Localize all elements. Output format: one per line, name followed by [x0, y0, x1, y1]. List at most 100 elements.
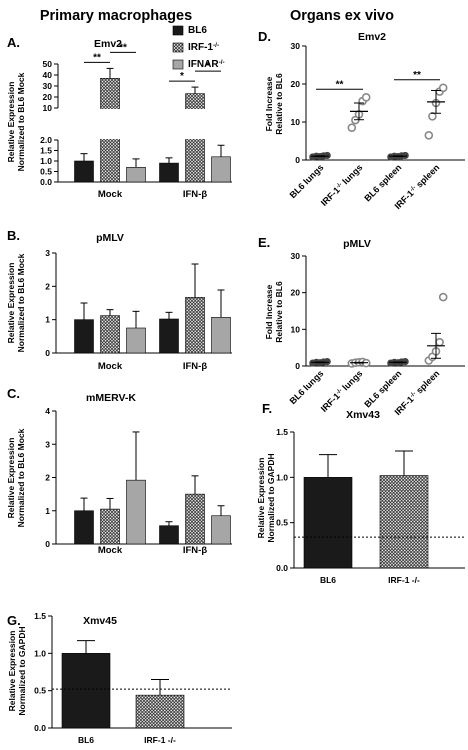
y-tick-label: 1.5 [40, 146, 52, 156]
panel-letter: C. [7, 386, 20, 401]
y-tick-label: 10 [291, 324, 301, 334]
y-tick-label: 3 [45, 248, 50, 258]
y-tick-label: 2.0 [40, 135, 52, 145]
panel-letter: E. [258, 235, 270, 250]
x-category-label: BL6 [320, 575, 336, 585]
x-category-label: BL6 spleen [362, 162, 403, 203]
bar [100, 508, 120, 545]
y-tick-label: 1 [45, 315, 50, 325]
legend-swatch [172, 42, 184, 53]
y-tick-label: 10 [43, 103, 53, 113]
bar [126, 167, 146, 183]
x-category-label: IRF-1-/- lungs [319, 368, 365, 414]
bar [74, 319, 94, 354]
y-tick-label: 1.0 [34, 648, 46, 658]
y-axis-label: Fold Increase [264, 284, 274, 339]
y-tick-label: 0.5 [276, 518, 288, 528]
y-tick-label: 20 [291, 288, 301, 298]
x-category-label: BL6 [78, 735, 94, 745]
data-point [438, 292, 448, 302]
bar [211, 515, 231, 545]
y-axis-label: Relative Expression [256, 458, 266, 539]
bar [185, 297, 205, 354]
bar [100, 315, 120, 354]
panel-G: G. Xmv45 Relative Expression Normalized to … [7, 611, 232, 745]
data-point [438, 83, 448, 93]
panel-title: Xmv45 [83, 615, 117, 627]
y-tick-label: 0 [45, 348, 50, 358]
x-category-label: Mock [98, 361, 123, 372]
y-axis-label: Normalized to BL6 Mock [16, 428, 26, 527]
significance-label: ** [93, 52, 101, 63]
panel-title: mMERV-K [86, 392, 136, 404]
y-axis-label: Normalized to GAPDH [17, 626, 27, 715]
data-point [361, 93, 371, 102]
x-category-label: BL6 spleen [362, 368, 403, 409]
bar [211, 317, 231, 354]
x-category-label: IFN-β [183, 189, 207, 200]
y-tick-label: 1 [45, 506, 50, 516]
significance-label: * [180, 71, 184, 82]
significance-label: ** [336, 79, 344, 90]
y-tick-label: 0.5 [34, 686, 46, 696]
panel-title: pMLV [96, 232, 124, 244]
significance-label: ** [413, 70, 421, 81]
panel-letter: F. [262, 401, 272, 416]
y-tick-label: 0.5 [40, 167, 52, 177]
y-tick-label: 0 [295, 155, 300, 165]
data-point [435, 337, 444, 347]
y-axis-label: Fold Increase [264, 76, 274, 131]
legend: BL6 IRF-1-/- IFNAR-/- [172, 25, 225, 71]
significance-label: ** [119, 42, 127, 53]
y-tick-label: 50 [43, 59, 53, 69]
bar [211, 156, 231, 183]
y-tick-label: 1.5 [34, 611, 46, 621]
legend-swatch [172, 25, 184, 36]
legend-label: IFNAR-/- [188, 59, 225, 71]
y-tick-label: 30 [43, 81, 53, 91]
panel-A: A. Emv2 Relative Expression Normalized to B… [6, 35, 232, 200]
panel-D: D. Emv2 Fold Increase Relative to BL6 0 10 20 3… [258, 29, 465, 211]
y-axis-label: Normalized to GAPDH [266, 453, 276, 542]
panel-title: Xmv43 [346, 409, 380, 421]
legend-label: IRF-1-/- [188, 42, 219, 54]
legend-label: BL6 [188, 25, 207, 36]
x-category-label: IRF-1 -/- [144, 735, 176, 745]
x-category-label: BL6 lungs [288, 162, 326, 200]
y-axis-label: Relative Expression [6, 263, 16, 344]
bar [379, 475, 429, 569]
panel-B: B. pMLV Relative Expression Normalized to B… [6, 228, 232, 372]
y-tick-label: 3 [45, 439, 50, 449]
y-tick-label: 30 [291, 251, 301, 261]
y-tick-label: 0 [295, 361, 300, 371]
bar [74, 510, 94, 545]
bar [126, 479, 146, 545]
panel-letter: A. [7, 35, 20, 50]
x-category-label: BL6 lungs [288, 368, 326, 406]
y-tick-label: 2 [45, 473, 50, 483]
y-axis-label: Relative to BL6 [274, 73, 284, 135]
x-category-label: Mock [98, 545, 123, 556]
bar [159, 525, 179, 545]
bar [159, 318, 179, 354]
data-point [424, 131, 434, 140]
bar [159, 162, 179, 183]
y-tick-label: 0.0 [34, 723, 46, 733]
y-tick-label: 4 [45, 406, 50, 416]
bar [135, 694, 185, 729]
panel-letter: B. [7, 228, 20, 243]
panel-C: C. mMERV-K Relative Expression Normalized t… [6, 386, 232, 556]
x-category-label: IRF-1-/- lungs [319, 162, 365, 208]
bar [185, 493, 205, 545]
panel-E: E. pMLV Fold Increase Relative to BL6 0 10 20 3… [258, 235, 465, 417]
y-tick-label: 40 [43, 70, 53, 80]
y-axis-label: Relative Expression [6, 438, 16, 519]
x-category-label: Mock [98, 189, 123, 200]
panel-title: Emv2 [358, 31, 386, 43]
bar [74, 160, 94, 183]
y-tick-label: 1.5 [276, 427, 288, 437]
header-organs-ex-vivo: Organs ex vivo [290, 8, 394, 24]
y-tick-label: 1.0 [40, 156, 52, 166]
